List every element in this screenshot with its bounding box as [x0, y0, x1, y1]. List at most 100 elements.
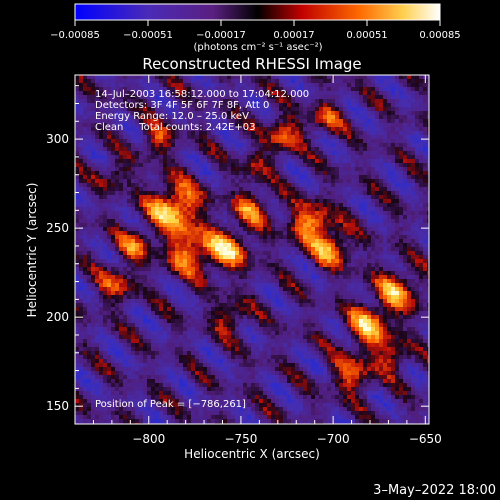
heatmap-cell [175, 119, 179, 123]
heatmap-cell [79, 283, 83, 287]
heatmap-cell [123, 155, 127, 159]
heatmap-cell [331, 183, 335, 187]
heatmap-cell [383, 223, 387, 227]
heatmap-cell [403, 91, 407, 95]
heatmap-cell [271, 187, 275, 191]
heatmap-cell [203, 243, 207, 247]
heatmap-cell [295, 287, 299, 291]
heatmap-cell [375, 79, 379, 83]
heatmap-cell [359, 159, 363, 163]
heatmap-cell [203, 291, 207, 295]
heatmap-cell [391, 79, 395, 83]
heatmap-cell [291, 99, 295, 103]
heatmap-cell [211, 267, 215, 271]
heatmap-cell [295, 179, 299, 183]
heatmap-cell [255, 139, 259, 143]
heatmap-cell [163, 163, 167, 167]
heatmap-cell [351, 95, 355, 99]
heatmap-cell [263, 107, 267, 111]
heatmap-cell [159, 283, 163, 287]
heatmap-cell [303, 159, 307, 163]
heatmap-cell [271, 159, 275, 163]
heatmap-cell [107, 143, 111, 147]
heatmap-cell [303, 171, 307, 175]
heatmap-cell [147, 191, 151, 195]
heatmap-cell [399, 79, 403, 83]
heatmap-cell [275, 223, 279, 227]
heatmap-cell [223, 91, 227, 95]
heatmap-cell [335, 207, 339, 211]
heatmap-cell [79, 267, 83, 271]
heatmap-cell [91, 235, 95, 239]
heatmap-cell [207, 267, 211, 271]
heatmap-cell [179, 163, 183, 167]
heatmap-cell [195, 143, 199, 147]
heatmap-cell [343, 203, 347, 207]
heatmap-cell [415, 223, 419, 227]
heatmap-cell [79, 183, 83, 187]
heatmap-cell [171, 275, 175, 279]
heatmap-cell [415, 111, 419, 115]
heatmap-cell [291, 227, 295, 231]
heatmap-cell [279, 147, 283, 151]
heatmap-cell [363, 91, 367, 95]
heatmap-cell [315, 215, 319, 219]
heatmap-cell [415, 279, 419, 283]
heatmap-cell [351, 263, 355, 267]
heatmap-cell [331, 251, 335, 255]
heatmap-cell [379, 203, 383, 207]
heatmap-cell [119, 139, 123, 143]
heatmap-cell [119, 263, 123, 267]
heatmap-cell [91, 115, 95, 119]
heatmap-cell [267, 295, 271, 299]
heatmap-cell [411, 147, 415, 151]
heatmap-cell [235, 243, 239, 247]
heatmap-cell [255, 203, 259, 207]
heatmap-cell [251, 103, 255, 107]
heatmap-cell [115, 207, 119, 211]
heatmap-cell [303, 99, 307, 103]
heatmap-cell [267, 127, 271, 131]
heatmap-cell [347, 187, 351, 191]
heatmap-cell [331, 199, 335, 203]
heatmap-cell [119, 167, 123, 171]
heatmap-cell [183, 223, 187, 227]
heatmap-cell [83, 75, 87, 79]
heatmap-cell [171, 123, 175, 127]
heatmap-cell [283, 295, 287, 299]
heatmap-cell [99, 179, 103, 183]
heatmap-cell [219, 163, 223, 167]
heatmap-cell [271, 243, 275, 247]
heatmap-cell [263, 75, 267, 79]
heatmap-cell [395, 87, 399, 91]
heatmap-cell [255, 155, 259, 159]
heatmap-cell [103, 87, 107, 91]
heatmap-cell [95, 275, 99, 279]
heatmap-cell [375, 135, 379, 139]
heatmap-cell [387, 291, 391, 295]
heatmap-cell [111, 155, 115, 159]
heatmap-cell [279, 143, 283, 147]
heatmap-cell [291, 259, 295, 263]
heatmap-cell [427, 251, 429, 255]
heatmap-cell [227, 231, 231, 235]
heatmap-cell [387, 211, 391, 215]
heatmap-cell [167, 163, 171, 167]
heatmap-cell [371, 183, 375, 187]
heatmap-cell [99, 147, 103, 151]
heatmap-cell [343, 255, 347, 259]
heatmap-cell [291, 155, 295, 159]
heatmap-cell [87, 267, 91, 271]
heatmap-cell [99, 79, 103, 83]
heatmap-cell [423, 231, 427, 235]
heatmap-cell [319, 211, 323, 215]
heatmap-cell [79, 203, 83, 207]
heatmap-cell [319, 283, 323, 287]
heatmap-cell [135, 155, 139, 159]
heatmap-cell [199, 207, 203, 211]
heatmap-cell [339, 227, 343, 231]
heatmap-cell [267, 251, 271, 255]
heatmap-cell [131, 147, 135, 151]
heatmap-cell [255, 287, 259, 291]
heatmap-cell [171, 163, 175, 167]
